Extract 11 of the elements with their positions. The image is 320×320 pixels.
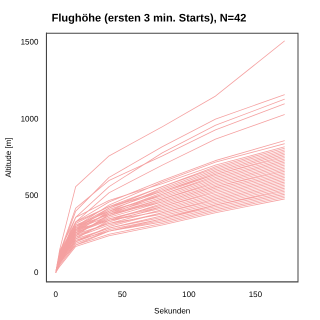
y-tick-label: 0 bbox=[34, 268, 39, 277]
x-tick-label: 100 bbox=[182, 290, 196, 299]
y-tick-label: 1500 bbox=[20, 38, 39, 47]
chart-title: Flughöhe (ersten 3 min. Starts), N=42 bbox=[52, 12, 246, 25]
x-tick-label: 150 bbox=[248, 290, 263, 299]
x-tick-label: 0 bbox=[53, 290, 58, 299]
y-axis-title: Altitude [m] bbox=[4, 137, 14, 178]
x-axis-title: Sekunden bbox=[154, 306, 190, 316]
x-tick-label: 50 bbox=[118, 290, 128, 299]
y-tick-label: 500 bbox=[25, 191, 39, 200]
y-tick-label: 1000 bbox=[20, 114, 39, 124]
